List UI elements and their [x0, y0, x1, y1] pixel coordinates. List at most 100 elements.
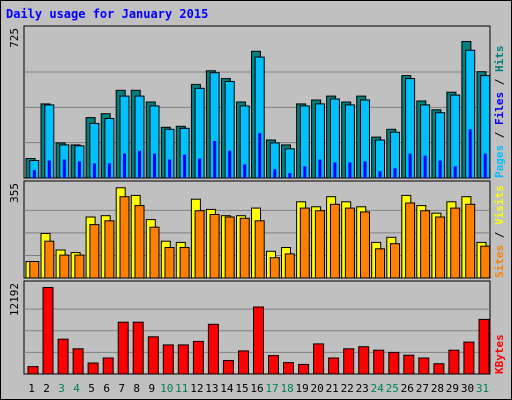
bar-pages-day-7: [123, 153, 126, 178]
bar-pages-day-11: [183, 154, 187, 178]
x-tick-label: 1: [28, 382, 35, 395]
x-tick-label: 22: [341, 382, 354, 395]
bar-sites-day-13: [209, 214, 220, 279]
legend-entry: /: [493, 131, 506, 145]
bar-sites-day-9: [149, 226, 160, 279]
bar-kbytes-day-9: [147, 336, 159, 375]
x-tick-label: 14: [220, 382, 234, 395]
max-label: 355: [8, 183, 21, 203]
x-tick-label: 27: [416, 382, 429, 395]
legend: Sites / Visits: [493, 185, 506, 278]
bar-sites-day-19: [299, 207, 310, 279]
bar-kbytes-day-21: [328, 357, 340, 375]
x-tick-label: 26: [401, 382, 414, 395]
bar-pages-day-16: [258, 133, 262, 178]
bar-pages-day-29: [453, 166, 457, 178]
x-tick-label: 21: [326, 382, 339, 395]
x-tick-label: 30: [461, 382, 474, 395]
bar-pages-day-12: [198, 158, 202, 178]
bar-pages-day-23: [363, 161, 367, 178]
bar-sites-day-23: [360, 211, 370, 279]
bar-files-day-29: [450, 94, 461, 179]
bar-pages-day-28: [438, 160, 442, 178]
bar-pages-day-15: [243, 164, 247, 178]
bar-kbytes-day-3: [57, 338, 69, 375]
legend-entry: KBytes: [493, 334, 506, 374]
bar-kbytes-day-31: [478, 318, 490, 375]
bar-pages-day-9: [153, 153, 156, 178]
bar-kbytes-day-7: [117, 321, 129, 375]
bar-pages-day-25: [393, 168, 397, 178]
legend-entry: /: [493, 231, 506, 245]
max-label: 725: [8, 28, 21, 48]
bar-pages-day-8: [138, 150, 141, 178]
x-tick-label: 29: [446, 382, 459, 395]
x-tick-label: 2: [43, 382, 50, 395]
bar-sites-day-8: [134, 205, 145, 279]
x-tick-label: 28: [431, 382, 444, 395]
bar-kbytes-day-18: [283, 362, 294, 375]
bar-kbytes-day-10: [162, 344, 174, 375]
bar-pages-day-5: [92, 163, 96, 178]
bar-kbytes-day-2: [42, 287, 54, 375]
bar-pages-day-13: [213, 141, 217, 178]
x-tick-label: 4: [73, 382, 80, 395]
bar-pages-day-10: [168, 159, 172, 178]
bar-kbytes-day-19: [298, 363, 310, 375]
legend: KBytes: [493, 334, 506, 374]
bar-sites-day-15: [239, 217, 250, 279]
bar-pages-day-1: [32, 170, 36, 178]
bar-sites-day-31: [480, 245, 491, 279]
bar-sites-day-24: [375, 248, 385, 279]
bar-sites-day-25: [390, 243, 400, 279]
bar-sites-day-26: [405, 202, 416, 279]
legend-entry: /: [493, 78, 506, 92]
x-tick-label: 16: [250, 382, 263, 395]
bar-kbytes-day-27: [418, 357, 430, 375]
panel-pages_files_hits: 725 Pages / Files / Hits: [8, 25, 506, 179]
bar-pages-day-27: [423, 155, 427, 178]
x-tick-label: 12: [190, 382, 203, 395]
bar-kbytes-day-4: [72, 348, 84, 375]
bar-kbytes-day-26: [403, 354, 415, 375]
bar-pages-day-21: [333, 162, 337, 178]
x-tick-label: 25: [386, 382, 399, 395]
max-label: 12192: [8, 283, 21, 316]
bar-pages-day-20: [318, 159, 322, 178]
x-tick-label: 17: [265, 382, 278, 395]
bar-kbytes-day-16: [253, 306, 264, 375]
bar-kbytes-day-6: [102, 357, 114, 375]
panel-kbytes: 12192 KBytes: [8, 280, 506, 375]
x-tick-label: 6: [103, 382, 110, 395]
bar-sites-day-17: [269, 257, 280, 279]
bar-sites-day-28: [435, 216, 446, 279]
bar-kbytes-day-1: [27, 366, 39, 375]
bar-pages-day-26: [408, 153, 412, 178]
bar-sites-day-22: [344, 207, 355, 279]
bar-sites-day-14: [224, 216, 235, 279]
bar-sites-day-16: [254, 220, 265, 279]
bar-kbytes-day-11: [177, 344, 189, 375]
x-tick-label: 15: [235, 382, 248, 395]
bar-pages-day-30: [468, 129, 472, 178]
x-tick-label: 10: [160, 382, 173, 395]
bar-kbytes-day-28: [433, 363, 445, 375]
x-tick-label: 3: [58, 382, 65, 395]
legend-entry: Hits: [493, 46, 506, 79]
bar-pages-day-2: [47, 160, 51, 178]
x-tick-label: 11: [175, 382, 188, 395]
bar-pages-day-19: [303, 166, 307, 178]
bar-pages-day-6: [107, 163, 111, 178]
bar-sites-day-6: [104, 220, 115, 279]
legend-entry: Pages: [493, 145, 506, 178]
x-tick-label: 19: [295, 382, 308, 395]
x-tick-label: 18: [280, 382, 293, 395]
x-tick-label: 31: [476, 382, 489, 395]
bar-pages-day-22: [348, 162, 352, 178]
bar-kbytes-day-20: [313, 343, 325, 375]
x-tick-label: 23: [356, 382, 369, 395]
legend-entry: Visits: [493, 185, 506, 231]
chart-title: Daily usage for January 2015: [6, 7, 208, 21]
bar-kbytes-day-13: [207, 323, 219, 375]
